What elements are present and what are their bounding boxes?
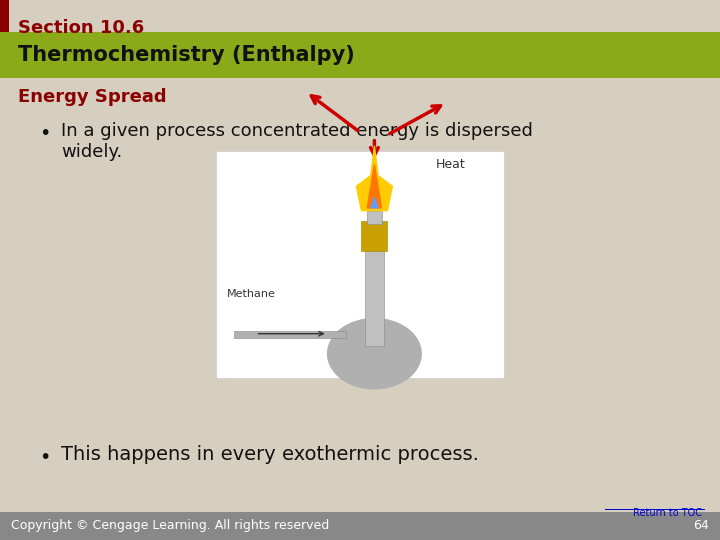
FancyBboxPatch shape	[0, 0, 9, 46]
FancyBboxPatch shape	[0, 32, 720, 78]
FancyBboxPatch shape	[0, 512, 720, 540]
Text: widely.: widely.	[61, 143, 122, 161]
Text: Methane: Methane	[227, 289, 276, 299]
Text: Return to TOC: Return to TOC	[633, 508, 702, 518]
FancyBboxPatch shape	[234, 331, 346, 338]
Polygon shape	[356, 146, 392, 211]
Text: Copyright © Cengage Learning. All rights reserved: Copyright © Cengage Learning. All rights…	[11, 519, 329, 532]
Text: Thermochemistry (Enthalpy): Thermochemistry (Enthalpy)	[18, 45, 355, 65]
Polygon shape	[371, 197, 378, 208]
Text: In a given process concentrated energy is dispersed: In a given process concentrated energy i…	[61, 122, 533, 139]
Text: This happens in every exothermic process.: This happens in every exothermic process…	[61, 446, 479, 464]
Circle shape	[328, 319, 421, 389]
Text: Energy Spread: Energy Spread	[18, 88, 166, 106]
Text: Section 10.6: Section 10.6	[18, 19, 144, 37]
FancyBboxPatch shape	[216, 151, 504, 378]
Text: Heat: Heat	[436, 158, 465, 171]
Text: 64: 64	[693, 519, 709, 532]
Text: •: •	[40, 124, 51, 143]
FancyBboxPatch shape	[361, 221, 387, 251]
FancyBboxPatch shape	[365, 243, 384, 346]
Polygon shape	[367, 165, 382, 208]
Text: •: •	[40, 448, 51, 467]
FancyBboxPatch shape	[367, 211, 382, 224]
